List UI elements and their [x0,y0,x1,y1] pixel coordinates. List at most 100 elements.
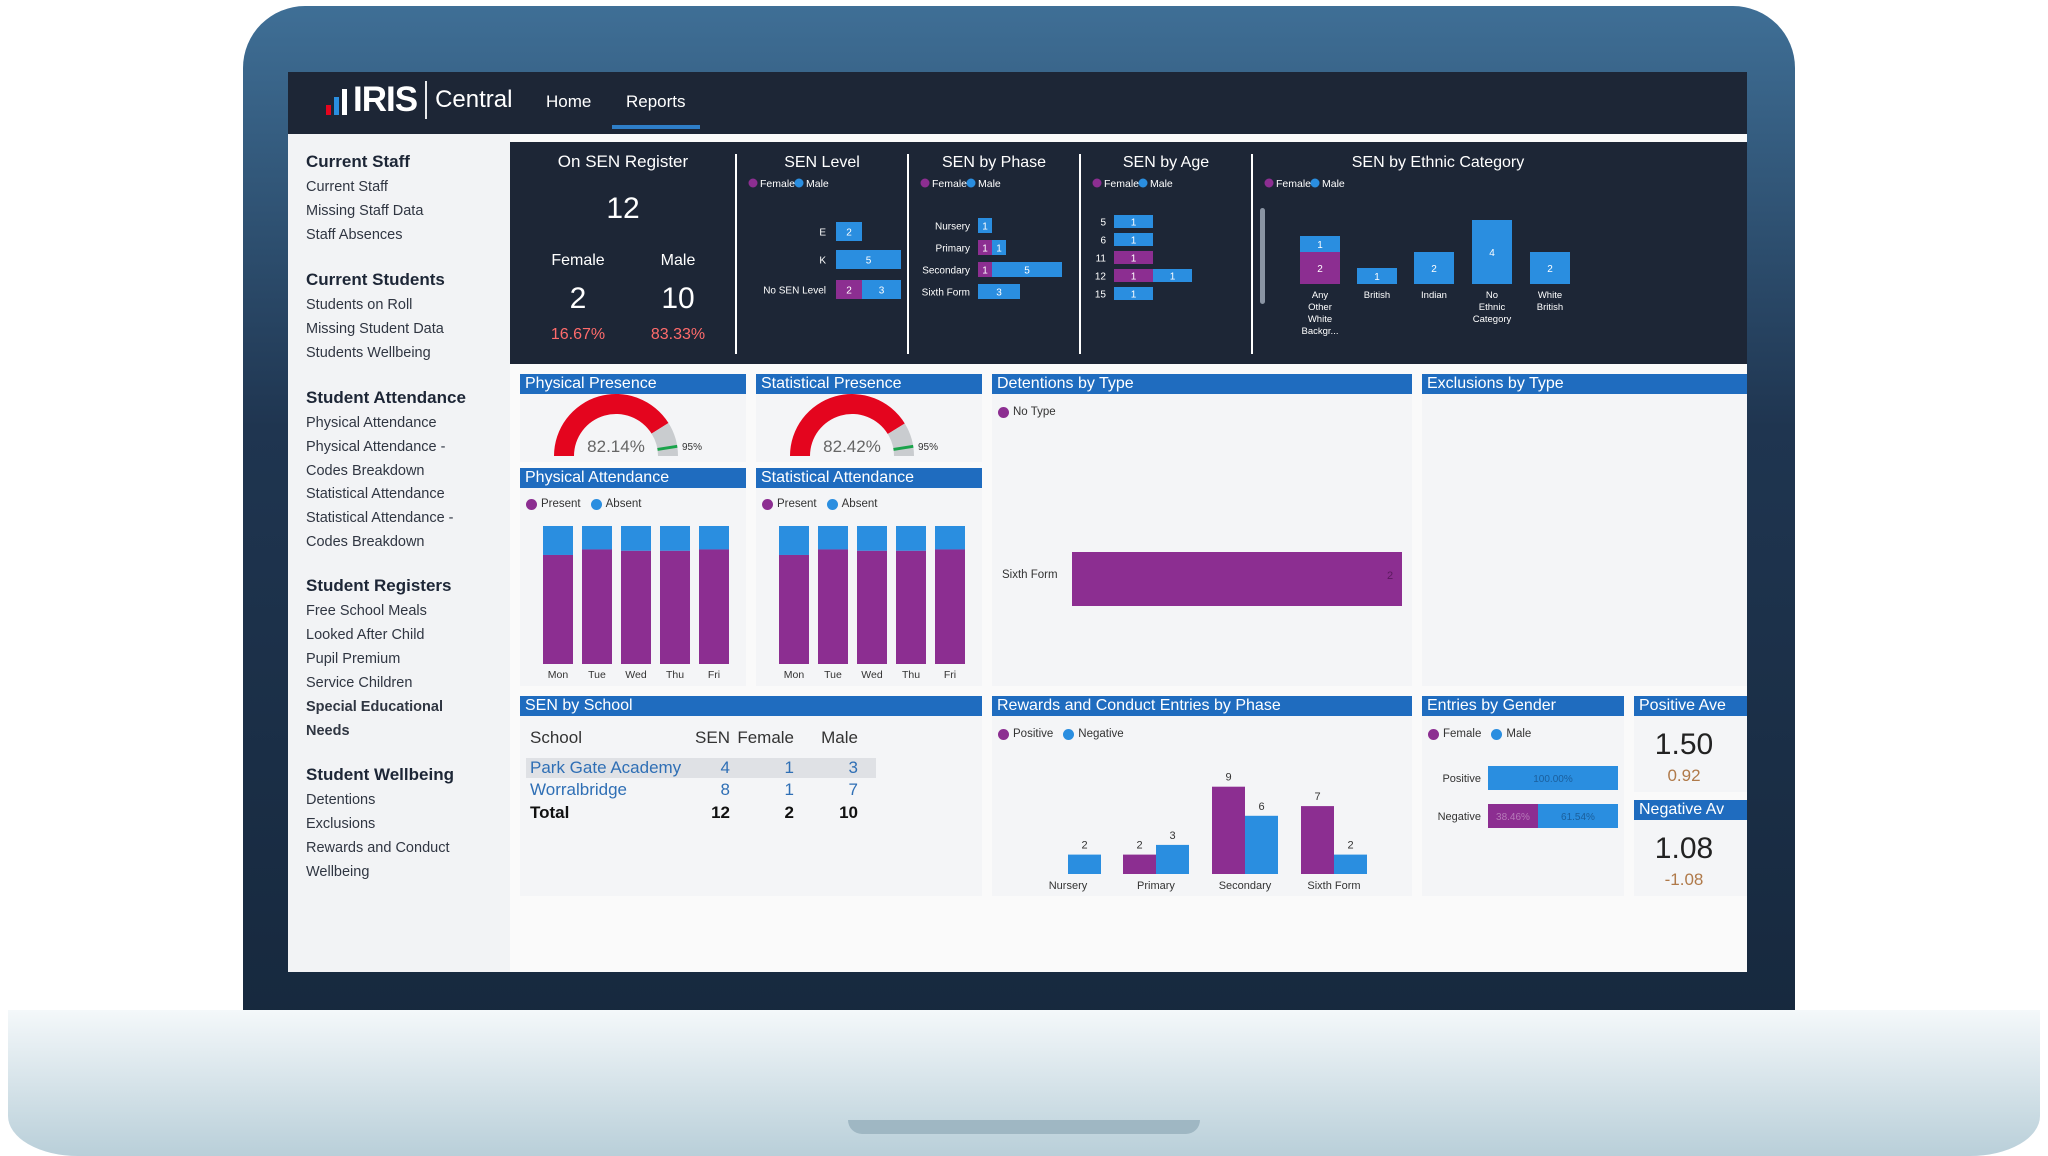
legend-positive: Positive [998,728,1053,740]
on-sen-register-card: On SEN Register 12 Female Male 2 10 16.6… [510,142,736,364]
column-label: Backgr... [1302,326,1339,337]
sidebar-item[interactable]: Looked After Child [306,627,425,643]
sidebar-group-title: Current Students [306,270,445,289]
school-2-male: 7 [848,780,858,799]
sidebar-item[interactable]: Detentions [306,792,376,808]
sidebar-item[interactable]: Codes Breakdown [306,463,425,479]
row-label: Primary [936,244,970,255]
active-tab-indicator [612,125,700,129]
top-navigation-bar: IRIS Central Home Reports [288,72,1747,134]
sidebar-item[interactable]: Students on Roll [306,297,413,313]
sidebar-item[interactable]: Needs [306,723,350,739]
row-label: Secondary [922,266,970,277]
physical-presence-gauge: 82.14% 95% [554,394,702,456]
negative-bar [1334,854,1367,874]
col-female: Female [737,728,794,747]
exclusions-by-type-card: Exclusions by Type [1422,374,1747,686]
column-label: Indian [1421,290,1447,301]
day-label: Tue [588,669,606,681]
day-label: Fri [708,669,720,681]
negative-average-card: Negative Av 1.08 -1.08 [1634,800,1747,896]
sidebar-item[interactable]: Missing Student Data [306,321,444,337]
legend-female: Female [1104,178,1139,190]
bar-label: 1 [1131,254,1137,265]
sidebar-item[interactable]: Statistical Attendance - [306,510,454,526]
school-name-2[interactable]: Worralbridge [530,780,628,799]
positive-bar [1301,806,1334,874]
negative-average-sub: -1.08 [1664,870,1704,889]
male-bar [1414,252,1454,284]
bar-label: 2 [1347,840,1353,852]
legend-male: Male [978,178,1001,190]
bar-label: 2 [1136,840,1142,852]
male-bar [1488,766,1618,790]
sidebar-item[interactable]: Exclusions [306,816,376,832]
nav-home[interactable]: Home [546,92,592,111]
gauge-value: 82.42% [823,437,881,456]
sidebar-item[interactable]: Free School Meals [306,603,427,619]
negative-bar [1245,815,1278,874]
iris-logo[interactable]: IRIS Central [326,80,512,120]
female-bar [978,262,992,277]
female-count: 2 [569,282,587,315]
bar-label: 6 [1258,801,1264,813]
male-bar [1357,268,1397,284]
row-label: Nursery [935,222,970,233]
rewards-conduct-card: Rewards and Conduct Entries by Phase Pos… [992,696,1412,896]
negative-dot-icon [1063,728,1075,740]
bar-label: 7 [1314,791,1320,803]
col-school: School [530,728,582,747]
sidebar-item[interactable]: Missing Staff Data [306,203,424,219]
physical-presence-card: Physical Presence 82.14% 95% [520,374,746,462]
school-2-sen: 8 [720,780,730,799]
sidebar-item[interactable]: Physical Attendance - [306,439,446,455]
negative-average-value: 1.08 [1654,832,1714,865]
sidebar-item[interactable]: Physical Attendance [306,415,437,431]
absent-bar [660,526,690,551]
sidebar-item[interactable]: Wellbeing [306,864,370,880]
sidebar-item[interactable]: Staff Absences [306,227,403,243]
day-label: Mon [548,669,569,681]
school-name-1[interactable]: Park Gate Academy [530,758,682,777]
present-bar [779,554,809,664]
sidebar-item[interactable]: Students Wellbeing [306,345,431,361]
sen_age-title: SEN by Age [1123,154,1209,171]
male-bar [1300,236,1340,252]
column-label: British [1364,290,1390,301]
total-label: Total [530,803,570,822]
gauge-target: 95% [918,442,938,453]
rewards-chart: 2 Nursery 2 3 Primary 9 6 Secondary 7 2 Sixth Form [1049,772,1367,892]
school-2-female: 1 [784,780,794,799]
col-male: Male [821,728,858,747]
bar-label: 2 [1431,264,1437,275]
present-dot-icon [762,498,773,510]
row-label: 11 [1096,254,1107,265]
day-label: Thu [902,669,920,681]
bar-label: 61.54% [1561,812,1595,823]
physical-attendance-card: Physical Attendance Present Absent Mon Tu… [520,468,746,686]
bar-label: 100.00% [1533,774,1573,785]
present-bar [818,549,848,664]
male-bar [1114,215,1153,228]
card-title: Detentions by Type [992,374,1412,394]
present-bar [582,549,612,664]
sen-total: 12 [606,192,640,225]
day-label: Thu [666,669,684,681]
column-label: No [1486,290,1498,301]
nav-reports[interactable]: Reports [626,92,686,111]
day-label: Tue [824,669,842,681]
sidebar-item[interactable]: Current Staff [306,179,388,195]
sidebar-item[interactable]: Service Children [306,675,413,691]
sidebar-item[interactable]: Pupil Premium [306,651,401,667]
bar-label: 2 [846,286,852,297]
laptop-base [8,1010,2040,1156]
absent-bar [896,526,926,551]
logo-subtitle: Central [435,86,513,113]
sidebar-item[interactable]: Special Educational [306,699,443,715]
sidebar-item[interactable]: Statistical Attendance [306,486,445,502]
bar-label: 3 [996,288,1002,299]
sidebar-item[interactable]: Rewards and Conduct [306,840,450,856]
row-label: Negative [1438,811,1481,823]
male-bar [992,262,1062,277]
sidebar-item[interactable]: Codes Breakdown [306,534,425,550]
